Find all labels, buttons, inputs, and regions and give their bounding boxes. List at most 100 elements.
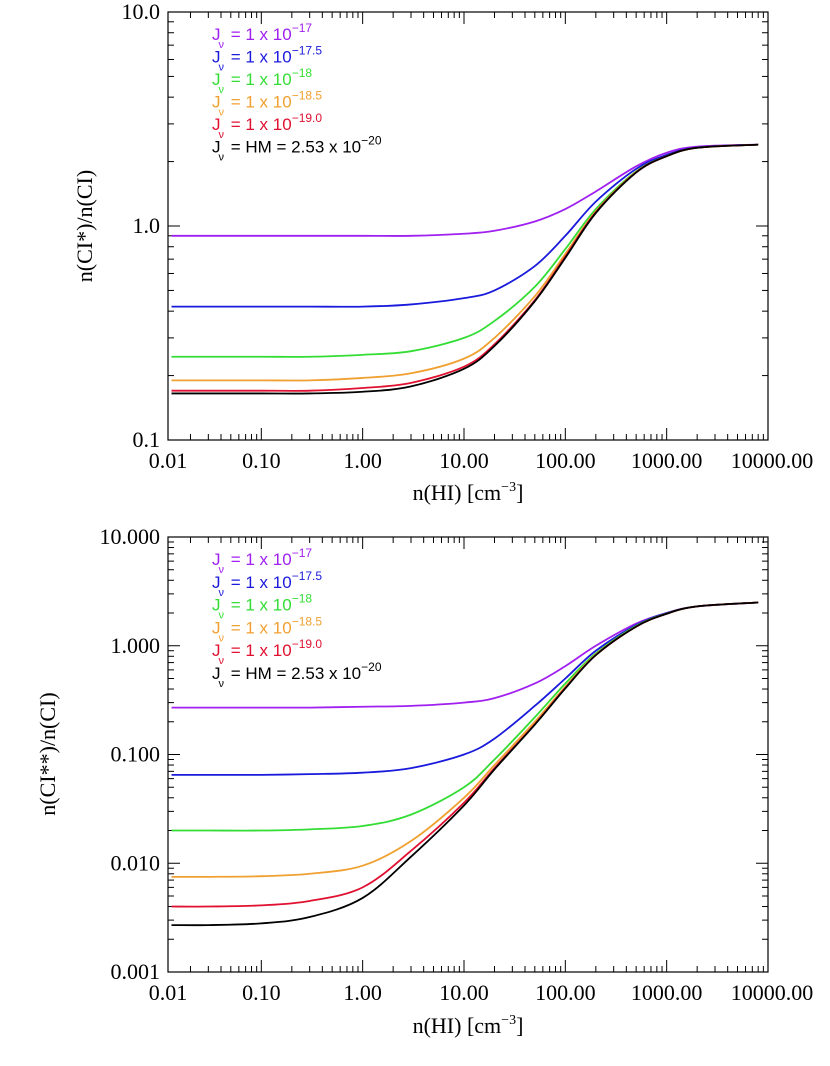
x-tick-label: 0.10 xyxy=(242,980,281,1005)
x-axis-title-text: n(HI) [cm xyxy=(413,480,502,505)
legend-label: = 1 x 10 xyxy=(226,93,292,112)
legend-exponent: −18.5 xyxy=(292,89,323,103)
x-tick-label: 10000.00 xyxy=(731,448,814,473)
chart-top-ci-star: 0.01 0.10 1.00 10.00 100.00 1000.00 10000.00 0.… xyxy=(72,0,813,505)
legend-label: = 1 x 10 xyxy=(226,573,292,592)
x-tick-label: 10.00 xyxy=(439,980,489,1005)
legend-label: = 1 x 10 xyxy=(226,596,292,615)
x-tick-label: 1000.00 xyxy=(631,448,703,473)
legend-subscript: ν xyxy=(219,107,225,119)
x-tick-label: 1.00 xyxy=(343,980,382,1005)
legend-symbol: J xyxy=(212,70,221,89)
y-tick-label: 1.000 xyxy=(111,633,161,658)
x-axis-title-sup: −3 xyxy=(501,1013,516,1028)
legend-exponent: −17 xyxy=(292,546,313,560)
y-tick-label: 10.000 xyxy=(100,524,161,549)
legend-symbol: J xyxy=(212,93,221,112)
legend-symbol: J xyxy=(212,48,221,67)
series-line-0 xyxy=(171,143,759,237)
legend-label: = 1 x 10 xyxy=(226,550,292,569)
legend-symbol: J xyxy=(212,618,221,637)
series-line-5 xyxy=(171,601,759,927)
series-line-2 xyxy=(171,143,759,358)
y-tick-label: 0.100 xyxy=(111,742,161,767)
x-axis-title-end: ] xyxy=(516,1013,523,1038)
legend-exponent: −20 xyxy=(361,134,382,148)
legend-symbol: J xyxy=(212,573,221,592)
legend-subscript: ν xyxy=(219,564,225,576)
legend-label: = 1 x 10 xyxy=(226,25,292,44)
y-tick-label: 10.0 xyxy=(122,0,161,24)
legend-label: = HM = 2.53 x 10 xyxy=(226,664,361,683)
legend-exponent: −19.0 xyxy=(292,111,323,125)
legend-label: = 1 x 10 xyxy=(226,115,292,134)
y-tick-label: 1.0 xyxy=(133,213,161,238)
series-line-4 xyxy=(171,143,759,392)
legend-subscript: ν xyxy=(219,152,225,164)
legend-symbol: J xyxy=(212,550,221,569)
y-axis-title: n(CI*)/n(CI) xyxy=(72,170,97,282)
x-tick-label: 100.00 xyxy=(535,980,596,1005)
legend-subscript: ν xyxy=(219,632,225,644)
legend-exponent: −19.0 xyxy=(292,637,323,651)
legend-exponent: −17 xyxy=(292,21,313,35)
legend-subscript: ν xyxy=(219,587,225,599)
x-tick-label: 100.00 xyxy=(535,448,596,473)
legend-subscript: ν xyxy=(219,678,225,690)
legend-symbol: J xyxy=(212,596,221,615)
x-tick-label: 1000.00 xyxy=(631,980,703,1005)
y-tick-label: 0.1 xyxy=(133,427,161,452)
legend-subscript: ν xyxy=(219,129,225,141)
legend-label: = 1 x 10 xyxy=(226,48,292,67)
x-axis-title: n(HI) [cm−3] xyxy=(413,1013,524,1038)
series-line-3 xyxy=(171,143,759,382)
legend-exponent: −18.5 xyxy=(292,614,323,628)
legend-label: = 1 x 10 xyxy=(226,70,292,89)
legend-exponent: −18 xyxy=(292,66,313,80)
legend-label: = HM = 2.53 x 10 xyxy=(226,138,361,157)
legend-symbol: J xyxy=(212,115,221,134)
legend-symbol: J xyxy=(212,664,221,683)
legend-subscript: ν xyxy=(219,84,225,96)
x-axis-title-end: ] xyxy=(516,480,523,505)
legend-symbol: J xyxy=(212,138,221,157)
series-line-5 xyxy=(171,143,759,395)
legend-subscript: ν xyxy=(219,610,225,622)
legend-exponent: −18 xyxy=(292,592,313,606)
legend-label: = 1 x 10 xyxy=(226,641,292,660)
x-tick-label: 0.01 xyxy=(149,980,188,1005)
x-axis-title: n(HI) [cm−3] xyxy=(413,480,524,505)
x-tick-label: 0.01 xyxy=(149,448,188,473)
y-axis-title: n(CI**)/n(CI) xyxy=(35,692,60,815)
y-tick-label: 0.001 xyxy=(111,959,161,984)
y-tick-label: 0.010 xyxy=(111,850,161,875)
legend-symbol: J xyxy=(212,25,221,44)
legend-exponent: −17.5 xyxy=(292,569,323,583)
chart-bottom-ci-double-star: 0.01 0.10 1.00 10.00 100.00 1000.00 10000.00 0.… xyxy=(35,524,813,1038)
x-axis-title-sup: −3 xyxy=(501,480,516,495)
legend-label: = 1 x 10 xyxy=(226,618,292,637)
legend-subscript: ν xyxy=(219,655,225,667)
legend-subscript: ν xyxy=(219,39,225,51)
x-tick-label: 1.00 xyxy=(343,448,382,473)
legend-exponent: −20 xyxy=(361,660,382,674)
legend-exponent: −17.5 xyxy=(292,44,323,58)
legend-symbol: J xyxy=(212,641,221,660)
x-tick-label: 0.10 xyxy=(242,448,281,473)
x-axis-title-text: n(HI) [cm xyxy=(413,1013,502,1038)
legend-subscript: ν xyxy=(219,62,225,74)
series-line-1 xyxy=(171,143,759,308)
